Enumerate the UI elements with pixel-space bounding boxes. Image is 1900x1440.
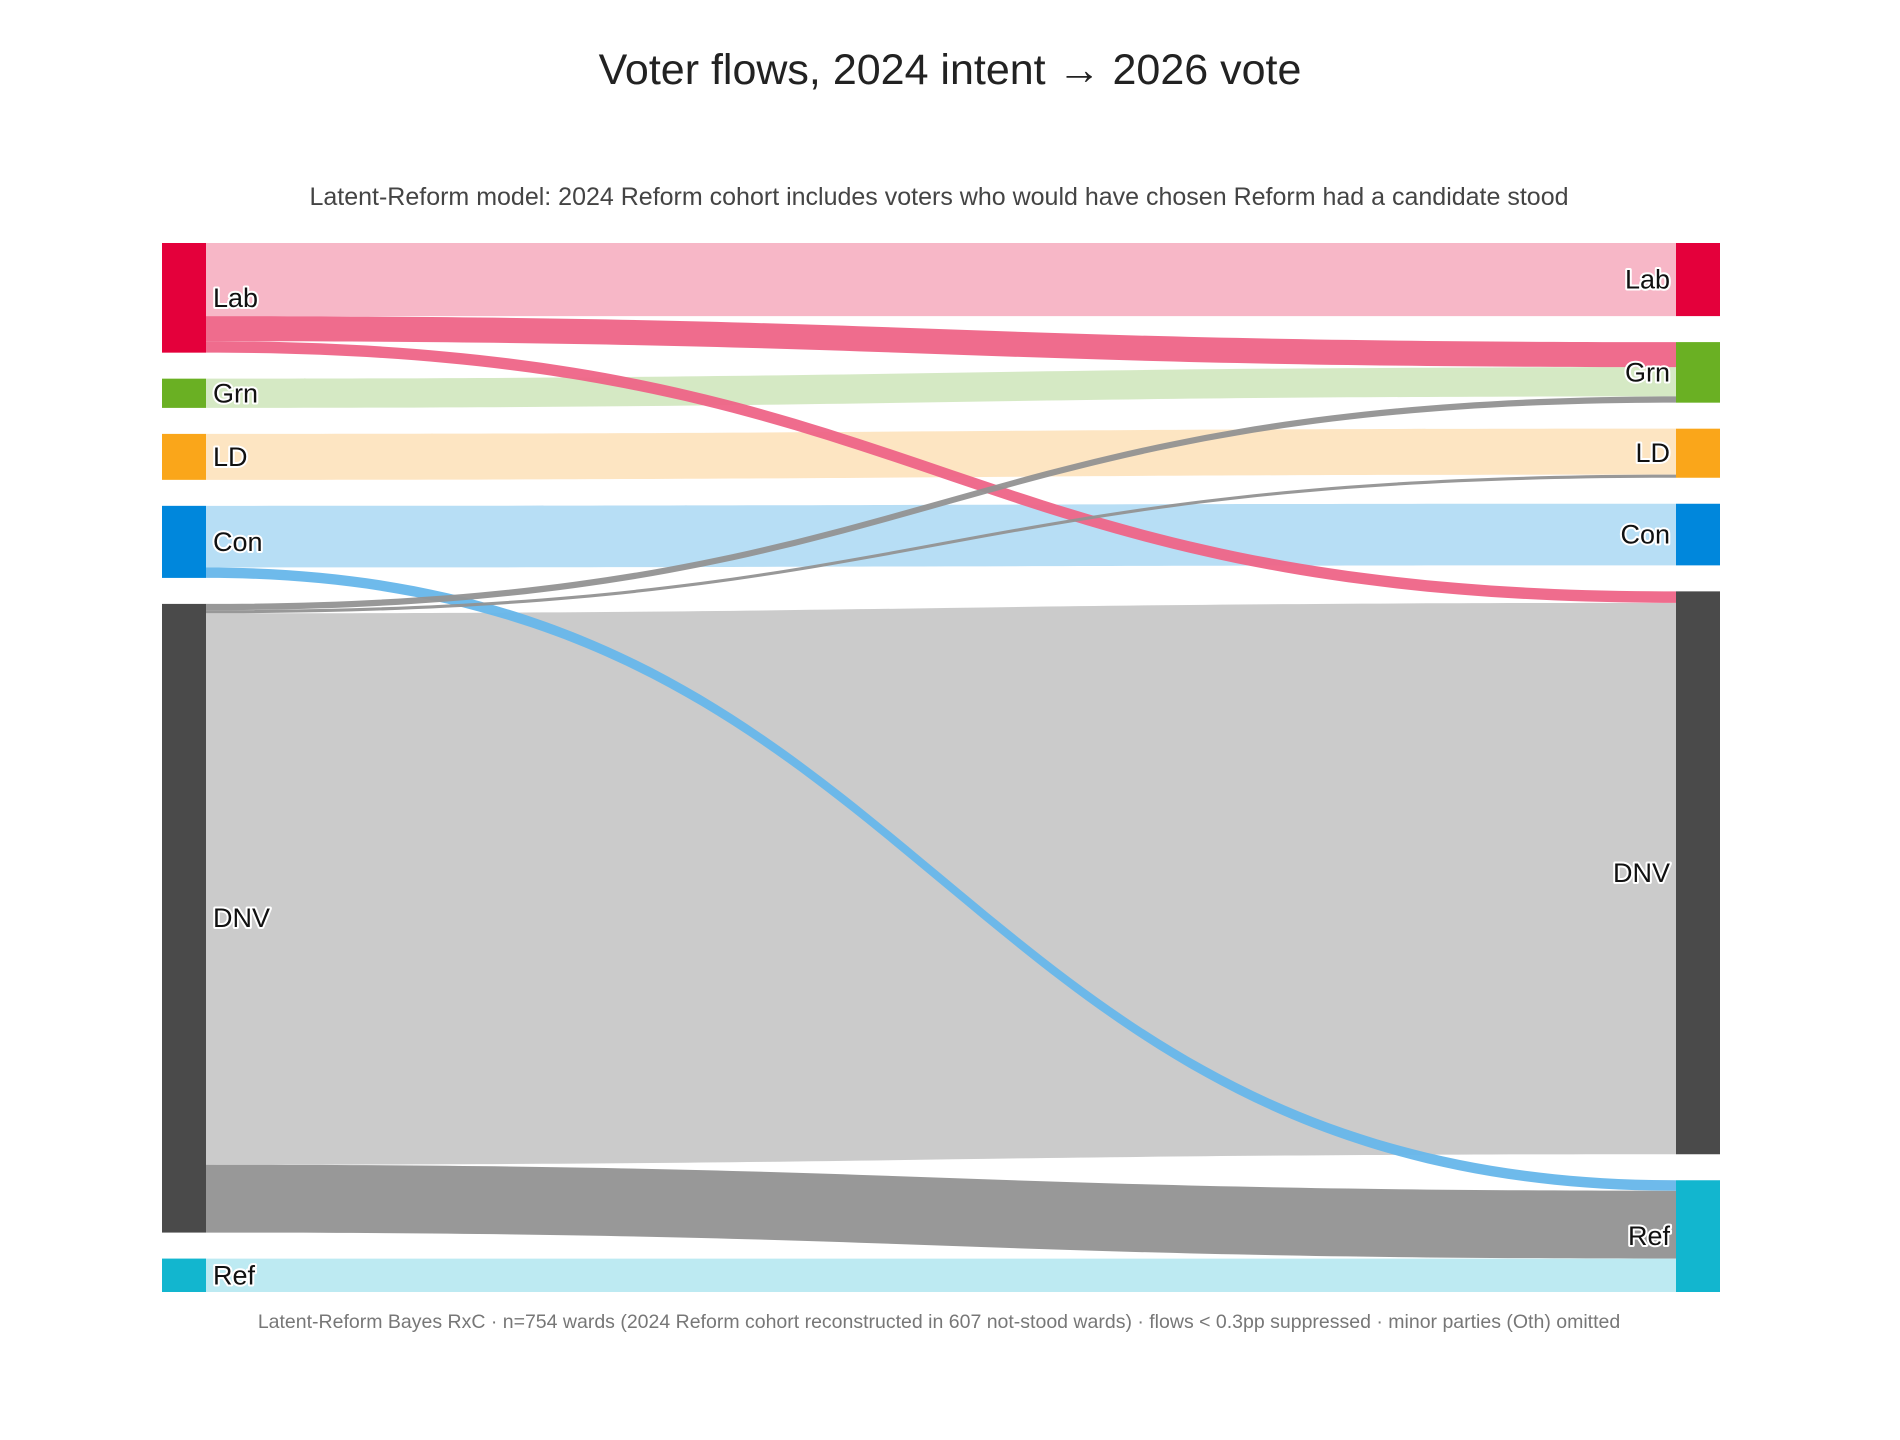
flow-lab-to-lab — [206, 243, 1676, 317]
flow-ref-to-ref — [206, 1258, 1676, 1292]
node-target-dnv — [1676, 591, 1720, 1155]
label-target-dnv: DNV — [1613, 858, 1670, 888]
node-target-ld — [1676, 428, 1720, 478]
flow-dnv-to-grn — [206, 396, 1676, 611]
chart-subtitle: Latent-Reform model: 2024 Reform cohort … — [309, 183, 1569, 211]
label-source-ref: Ref — [213, 1260, 256, 1290]
node-source-ref — [162, 1258, 206, 1292]
label-target-con: Con — [1620, 520, 1670, 550]
sankey-nodes — [162, 243, 1720, 1292]
node-source-lab — [162, 243, 206, 353]
node-target-ref — [1676, 1180, 1720, 1292]
label-source-lab: Lab — [213, 283, 258, 313]
node-source-ld — [162, 433, 206, 480]
node-source-grn — [162, 378, 206, 408]
node-target-grn — [1676, 342, 1720, 403]
label-target-ld: LD — [1635, 438, 1670, 468]
label-source-con: Con — [213, 527, 263, 557]
flow-lab-to-grn — [206, 316, 1676, 368]
node-source-con — [162, 505, 206, 578]
flow-dnv-to-ref — [206, 1164, 1676, 1259]
flow-dnv-to-ld — [206, 474, 1676, 614]
flow-lab-to-dnv — [206, 341, 1676, 603]
node-target-lab — [1676, 243, 1720, 317]
label-source-grn: Grn — [213, 378, 258, 408]
flow-con-to-con — [206, 503, 1676, 568]
chart-footnote: Latent-Reform Bayes RxC · n=754 wards (2… — [257, 1311, 1621, 1333]
chart-title: Voter flows, 2024 intent → 2026 vote — [598, 46, 1302, 94]
label-source-ld: LD — [213, 442, 248, 472]
label-target-lab: Lab — [1625, 265, 1670, 295]
node-target-con — [1676, 503, 1720, 566]
node-source-dnv — [162, 603, 206, 1233]
flow-grn-to-grn — [206, 367, 1676, 408]
label-source-dnv: DNV — [213, 903, 270, 933]
sankey-links — [206, 243, 1676, 1292]
sankey-labels: Lab Grn LD Con DNV Ref Lab Grn LD Con DNV Ref — [211, 263, 1672, 1293]
flow-con-to-ref — [206, 567, 1676, 1191]
label-target-grn: Grn — [1625, 357, 1670, 387]
label-target-ref: Ref — [1628, 1221, 1671, 1251]
flow-ld-to-ld — [206, 428, 1676, 480]
